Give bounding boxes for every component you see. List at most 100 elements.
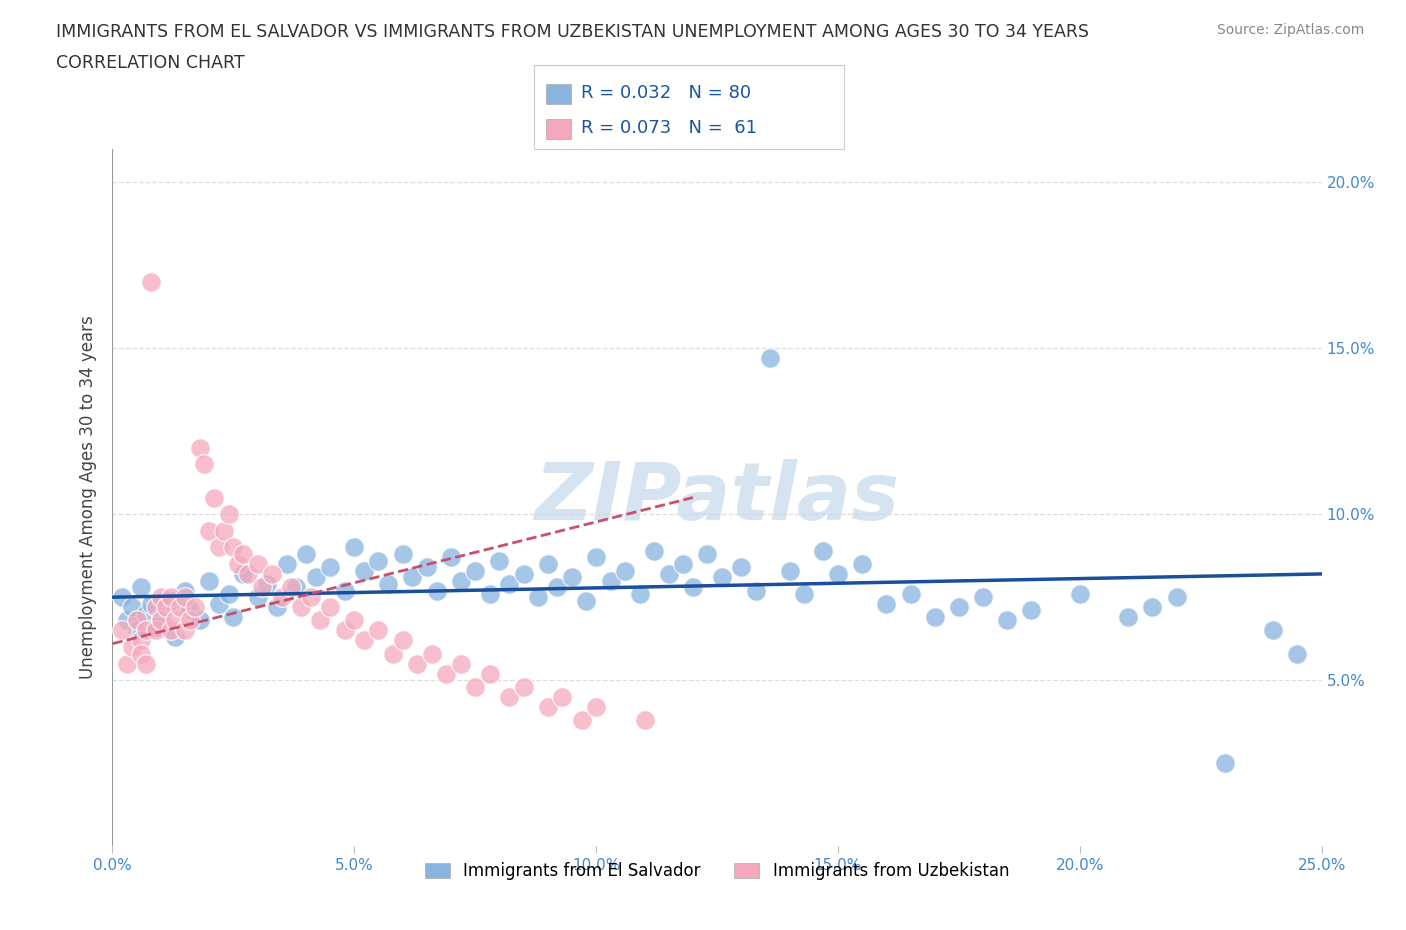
Point [367, 553, 389, 568]
Point [343, 540, 366, 555]
Point [827, 566, 849, 581]
Point [159, 593, 181, 608]
Point [972, 590, 994, 604]
Point [1021, 603, 1043, 618]
Point [246, 556, 269, 571]
Point [333, 583, 356, 598]
Point [658, 566, 681, 581]
Point [382, 646, 405, 661]
Point [125, 613, 148, 628]
Text: R = 0.032   N = 80: R = 0.032 N = 80 [581, 84, 751, 102]
Point [319, 600, 342, 615]
Point [406, 657, 429, 671]
Point [546, 579, 568, 594]
Point [948, 600, 970, 615]
Point [212, 524, 235, 538]
Point [218, 587, 240, 602]
Point [488, 553, 510, 568]
Point [682, 579, 704, 594]
Point [391, 633, 413, 648]
Point [149, 590, 172, 604]
Point [252, 579, 274, 594]
Point [512, 680, 534, 695]
Point [672, 556, 695, 571]
Point [145, 600, 167, 615]
Point [232, 566, 254, 581]
Point [875, 596, 897, 611]
Point [450, 573, 472, 588]
Point [222, 610, 245, 625]
Point [416, 560, 439, 575]
Point [295, 547, 318, 562]
Point [450, 657, 472, 671]
Point [131, 646, 153, 661]
Point [1286, 646, 1309, 661]
Point [135, 623, 157, 638]
Point [149, 610, 172, 625]
Point [464, 564, 486, 578]
Point [551, 689, 574, 704]
Point [299, 590, 322, 604]
Point [391, 547, 413, 562]
Point [628, 587, 651, 602]
Point [599, 573, 621, 588]
Point [537, 699, 560, 714]
Point [135, 657, 157, 671]
Point [266, 600, 288, 615]
Point [478, 666, 501, 681]
Point [779, 564, 801, 578]
Text: Source: ZipAtlas.com: Source: ZipAtlas.com [1216, 23, 1364, 37]
Point [561, 570, 583, 585]
Point [285, 579, 308, 594]
Text: ZIPatlas: ZIPatlas [534, 458, 900, 537]
Point [232, 547, 254, 562]
Point [188, 440, 211, 455]
Point [290, 600, 312, 615]
Point [222, 540, 245, 555]
Point [319, 560, 342, 575]
Point [304, 570, 326, 585]
Point [159, 590, 181, 604]
Point [585, 550, 607, 565]
Point [1213, 756, 1236, 771]
Point [141, 596, 163, 611]
Point [995, 613, 1018, 628]
Point [169, 600, 191, 615]
Point [1142, 600, 1164, 615]
Point [115, 657, 138, 671]
Point [165, 613, 187, 628]
Text: IMMIGRANTS FROM EL SALVADOR VS IMMIGRANTS FROM UZBEKISTAN UNEMPLOYMENT AMONG AGE: IMMIGRANTS FROM EL SALVADOR VS IMMIGRANT… [56, 23, 1090, 41]
Point [1166, 590, 1188, 604]
Point [537, 556, 560, 571]
Point [614, 564, 637, 578]
Point [218, 507, 240, 522]
Point [280, 579, 302, 594]
Point [527, 590, 550, 604]
Point [179, 613, 201, 628]
Point [440, 550, 463, 565]
Point [165, 630, 187, 644]
Point [730, 560, 752, 575]
Point [633, 712, 655, 727]
Point [198, 573, 221, 588]
Point [270, 590, 292, 604]
Point [121, 600, 143, 615]
Point [585, 699, 607, 714]
Point [498, 689, 520, 704]
Point [174, 583, 197, 598]
Point [198, 524, 221, 538]
Point [478, 587, 501, 602]
Point [145, 619, 167, 634]
Point [183, 600, 205, 615]
Point [710, 570, 733, 585]
Point [353, 633, 375, 648]
Point [155, 600, 177, 615]
Text: CORRELATION CHART: CORRELATION CHART [56, 54, 245, 72]
Point [813, 543, 835, 558]
Point [159, 623, 181, 638]
Point [464, 680, 486, 695]
Point [377, 577, 399, 591]
Point [256, 577, 278, 591]
Point [643, 543, 665, 558]
Point [174, 623, 197, 638]
